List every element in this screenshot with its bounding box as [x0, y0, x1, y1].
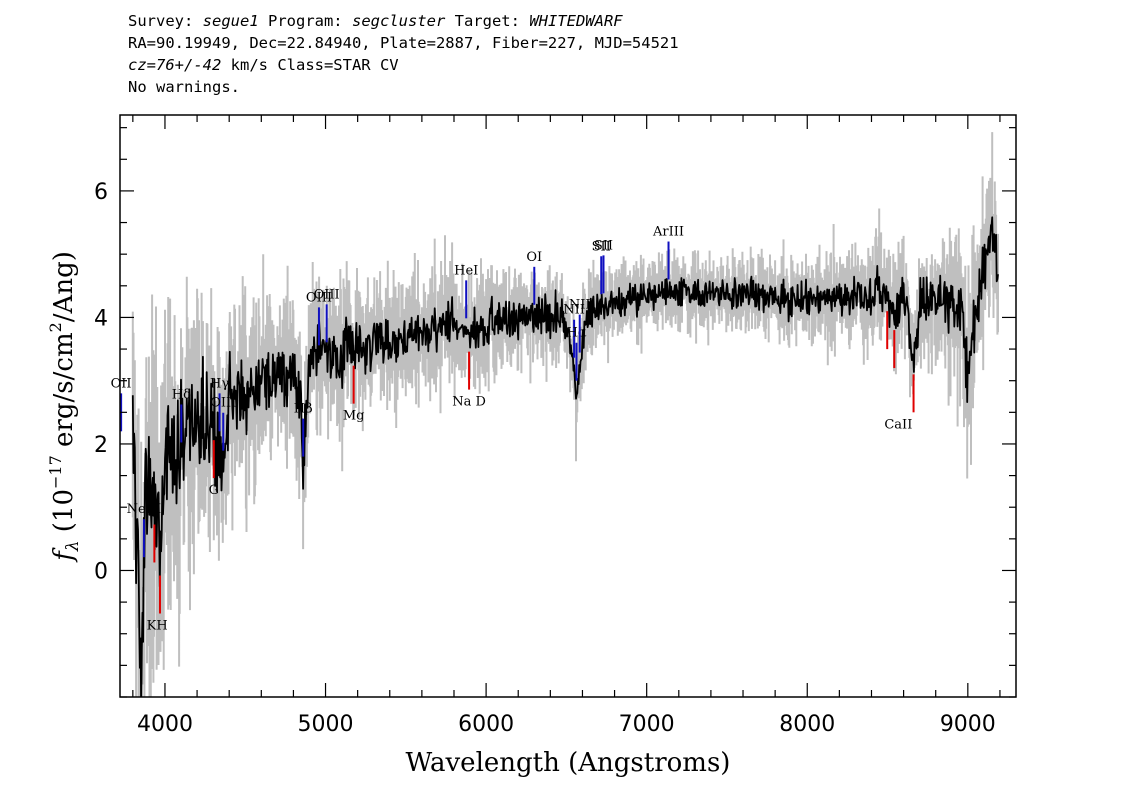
emission-line-label: OIII — [306, 290, 332, 305]
survey-value: segue1 — [202, 12, 259, 30]
emission-line-label: SII — [592, 239, 611, 254]
y-axis-title-mid: erg/s/cm — [49, 332, 79, 455]
target-value: WHITEDWARF — [529, 12, 623, 30]
x-tick-label: 9000 — [940, 712, 996, 737]
emission-line-label: Hγ — [210, 376, 229, 391]
y-tick-label: 0 — [94, 559, 108, 584]
y-tick-label: 6 — [94, 180, 108, 205]
header-line-warnings: No warnings. — [128, 78, 240, 96]
emission-line-label: Hα — [566, 326, 586, 341]
target-label: Target: — [445, 12, 530, 30]
y-axis-title-exp1: −17 — [46, 455, 65, 489]
emission-line-label: Hβ — [294, 402, 313, 417]
x-tick-label: 6000 — [458, 712, 514, 737]
y-axis-title-sub: λ — [63, 540, 83, 552]
y-axis-title-exp2: 2 — [46, 322, 65, 332]
absorption-line-label: Mg — [343, 409, 365, 424]
redshift-class: km/s Class=STAR CV — [221, 56, 399, 74]
emission-line-label: ArIII — [652, 225, 684, 240]
spectrum-header: Survey: segue1 Program: segcluster Targe… — [128, 10, 679, 98]
absorption-line-label: CaII — [884, 417, 912, 432]
header-line-redshift: cz=76+/-42 km/s Class=STAR CV — [128, 54, 679, 76]
emission-line-label: OII — [111, 376, 132, 391]
noise-band-path — [131, 132, 999, 697]
emission-line-label: Hδ — [172, 387, 191, 402]
y-axis-title-close: /Ang) — [49, 251, 79, 322]
redshift-value: cz=76+/-42 — [128, 56, 222, 74]
axes — [119, 114, 1017, 698]
x-tick-label: 5000 — [298, 712, 354, 737]
flux-series — [131, 216, 999, 697]
absorption-line-label: KH — [147, 618, 168, 633]
program-label: Program: — [258, 12, 352, 30]
absorption-line-label: G — [209, 483, 219, 498]
noise-band — [131, 132, 999, 697]
plot-frame — [119, 114, 1017, 698]
y-tick-label: 2 — [94, 433, 108, 458]
emission-line-label: NeIII — [127, 502, 161, 517]
survey-label: Survey: — [128, 12, 203, 30]
absorption-line-label: Na D — [452, 395, 486, 410]
x-tick-label: 7000 — [619, 712, 675, 737]
y-axis-title: fλ (10−17 erg/s/cm2/Ang) — [46, 251, 83, 563]
axis-ticks: 4000 5000 6000 7000 8000 9000 0 2 4 6 — [94, 115, 1016, 737]
y-tick-label: 4 — [94, 306, 108, 331]
emission-line-label: OIII — [314, 287, 340, 302]
emission-line-label: NII — [569, 298, 591, 313]
program-value: segcluster — [351, 12, 446, 30]
x-axis-title: Wavelength (Angstroms) — [406, 748, 731, 778]
emission-line-label: OIII — [210, 396, 236, 411]
emission-line-label: OI — [526, 250, 542, 265]
flux-line — [131, 216, 999, 697]
header-line-coordinates: RA=90.19949, Dec=22.84940, Plate=2887, F… — [128, 34, 679, 52]
x-tick-label: 8000 — [779, 712, 835, 737]
x-tick-label: 4000 — [137, 712, 193, 737]
emission-line-label: NII — [563, 303, 585, 318]
emission-line-label: SII — [594, 238, 613, 253]
y-axis-title-open: (10 — [49, 489, 79, 541]
emission-line-label: HeI — [454, 263, 478, 278]
header-line-survey: Survey: segue1 Program: segcluster Targe… — [128, 10, 679, 32]
